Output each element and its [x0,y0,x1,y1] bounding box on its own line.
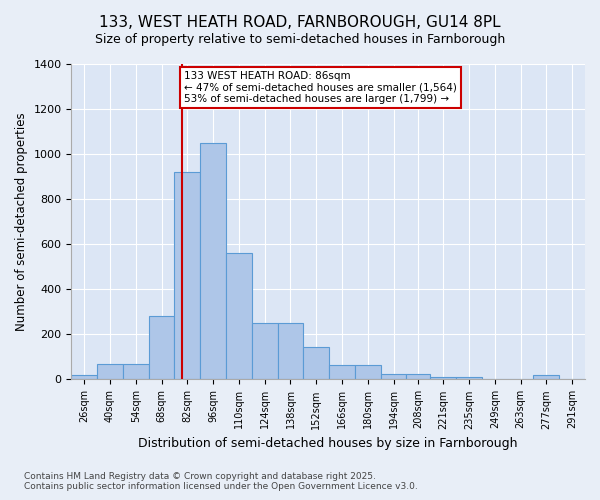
Bar [304,347,329,380]
Y-axis label: Number of semi-detached properties: Number of semi-detached properties [15,112,28,331]
Text: Contains HM Land Registry data © Crown copyright and database right 2025.
Contai: Contains HM Land Registry data © Crown c… [24,472,418,491]
Bar [71,375,97,380]
Bar [355,365,380,380]
Bar [226,254,252,380]
Text: 133 WEST HEATH ROAD: 86sqm
← 47% of semi-detached houses are smaller (1,564)
53%: 133 WEST HEATH ROAD: 86sqm ← 47% of semi… [184,71,457,104]
Bar [149,316,175,380]
Bar [430,377,456,380]
Bar [406,374,430,380]
Bar [97,364,123,380]
Bar [456,377,482,380]
Bar [329,365,355,380]
Bar [175,172,200,380]
Bar [533,376,559,380]
Text: Size of property relative to semi-detached houses in Farnborough: Size of property relative to semi-detach… [95,32,505,46]
Bar [200,143,226,380]
Bar [278,323,304,380]
Bar [380,374,406,380]
Bar [252,323,278,380]
Bar [123,364,149,380]
X-axis label: Distribution of semi-detached houses by size in Farnborough: Distribution of semi-detached houses by … [139,437,518,450]
Text: 133, WEST HEATH ROAD, FARNBOROUGH, GU14 8PL: 133, WEST HEATH ROAD, FARNBOROUGH, GU14 … [99,15,501,30]
